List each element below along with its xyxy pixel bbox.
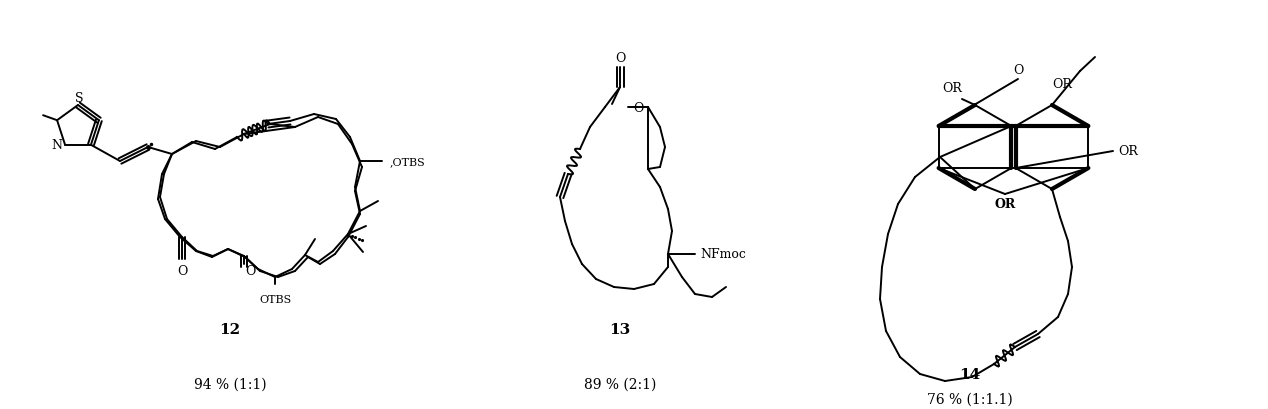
Text: NFmoc: NFmoc: [700, 248, 746, 261]
Text: OR: OR: [942, 81, 962, 94]
Text: ,OTBS: ,OTBS: [391, 157, 426, 166]
Text: OR: OR: [1118, 145, 1137, 158]
Text: 94 % (1:1): 94 % (1:1): [194, 377, 266, 391]
Text: O: O: [1013, 63, 1023, 76]
Text: O: O: [633, 101, 643, 114]
Text: OTBS: OTBS: [259, 294, 292, 304]
Text: N: N: [52, 139, 62, 152]
Text: 76 % (1:1.1): 76 % (1:1.1): [927, 392, 1013, 406]
Text: S: S: [75, 91, 84, 104]
Text: O: O: [176, 265, 188, 278]
Text: OR: OR: [1052, 78, 1071, 91]
Text: O: O: [245, 265, 255, 278]
Text: 89 % (2:1): 89 % (2:1): [583, 377, 656, 391]
Text: O: O: [615, 52, 625, 64]
Text: 14: 14: [960, 367, 980, 381]
Text: OR: OR: [994, 198, 1016, 211]
Text: 12: 12: [219, 322, 241, 336]
Text: 13: 13: [610, 322, 630, 336]
